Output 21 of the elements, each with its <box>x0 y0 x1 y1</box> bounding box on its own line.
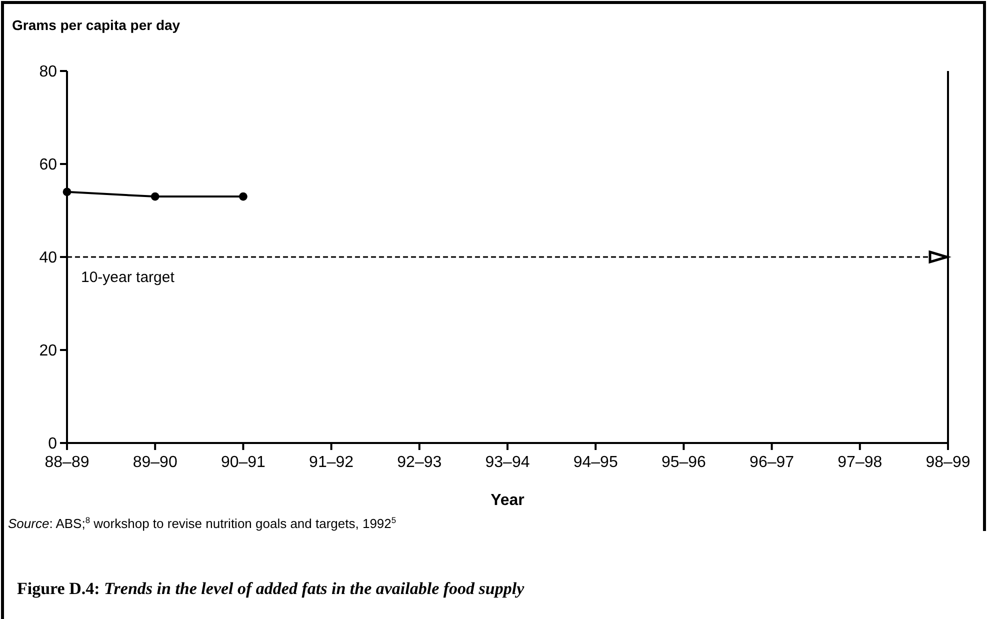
ref-line-label: 10-year target <box>81 269 176 286</box>
y-tick-label: 0 <box>48 436 58 453</box>
x-tick-label: 92–93 <box>397 454 442 471</box>
x-tick-label: 93–94 <box>485 454 530 471</box>
y-tick-label: 20 <box>39 342 58 360</box>
y-tick-label: 60 <box>39 156 58 174</box>
x-tick-label: 88–89 <box>44 454 90 471</box>
source-note: Source: ABS;$^{8}$ workshop to revise nutrition goals and targets, 1992$^{5}$ <box>8 515 396 531</box>
x-axis-title: Year <box>490 492 524 509</box>
x-tick-label: 94–95 <box>573 454 618 471</box>
x-tick-label: 97–98 <box>838 454 882 471</box>
x-tick-label: 91–92 <box>309 454 354 471</box>
text: Figure D.4: Trends in the level of added fats in the available food supply <box>17 579 525 598</box>
x-tick-label: 98–99 <box>926 454 970 471</box>
y-tick-label: 80 <box>39 64 58 81</box>
y-tick-label: 40 <box>39 250 58 267</box>
y-axis-title: Grams per capita per day <box>12 17 180 33</box>
x-tick-label: 96–97 <box>750 454 794 471</box>
x-tick-label: 90–91 <box>220 454 266 471</box>
x-tick-label: 95–96 <box>661 454 706 471</box>
x-tick-label: 89–90 <box>132 454 178 471</box>
